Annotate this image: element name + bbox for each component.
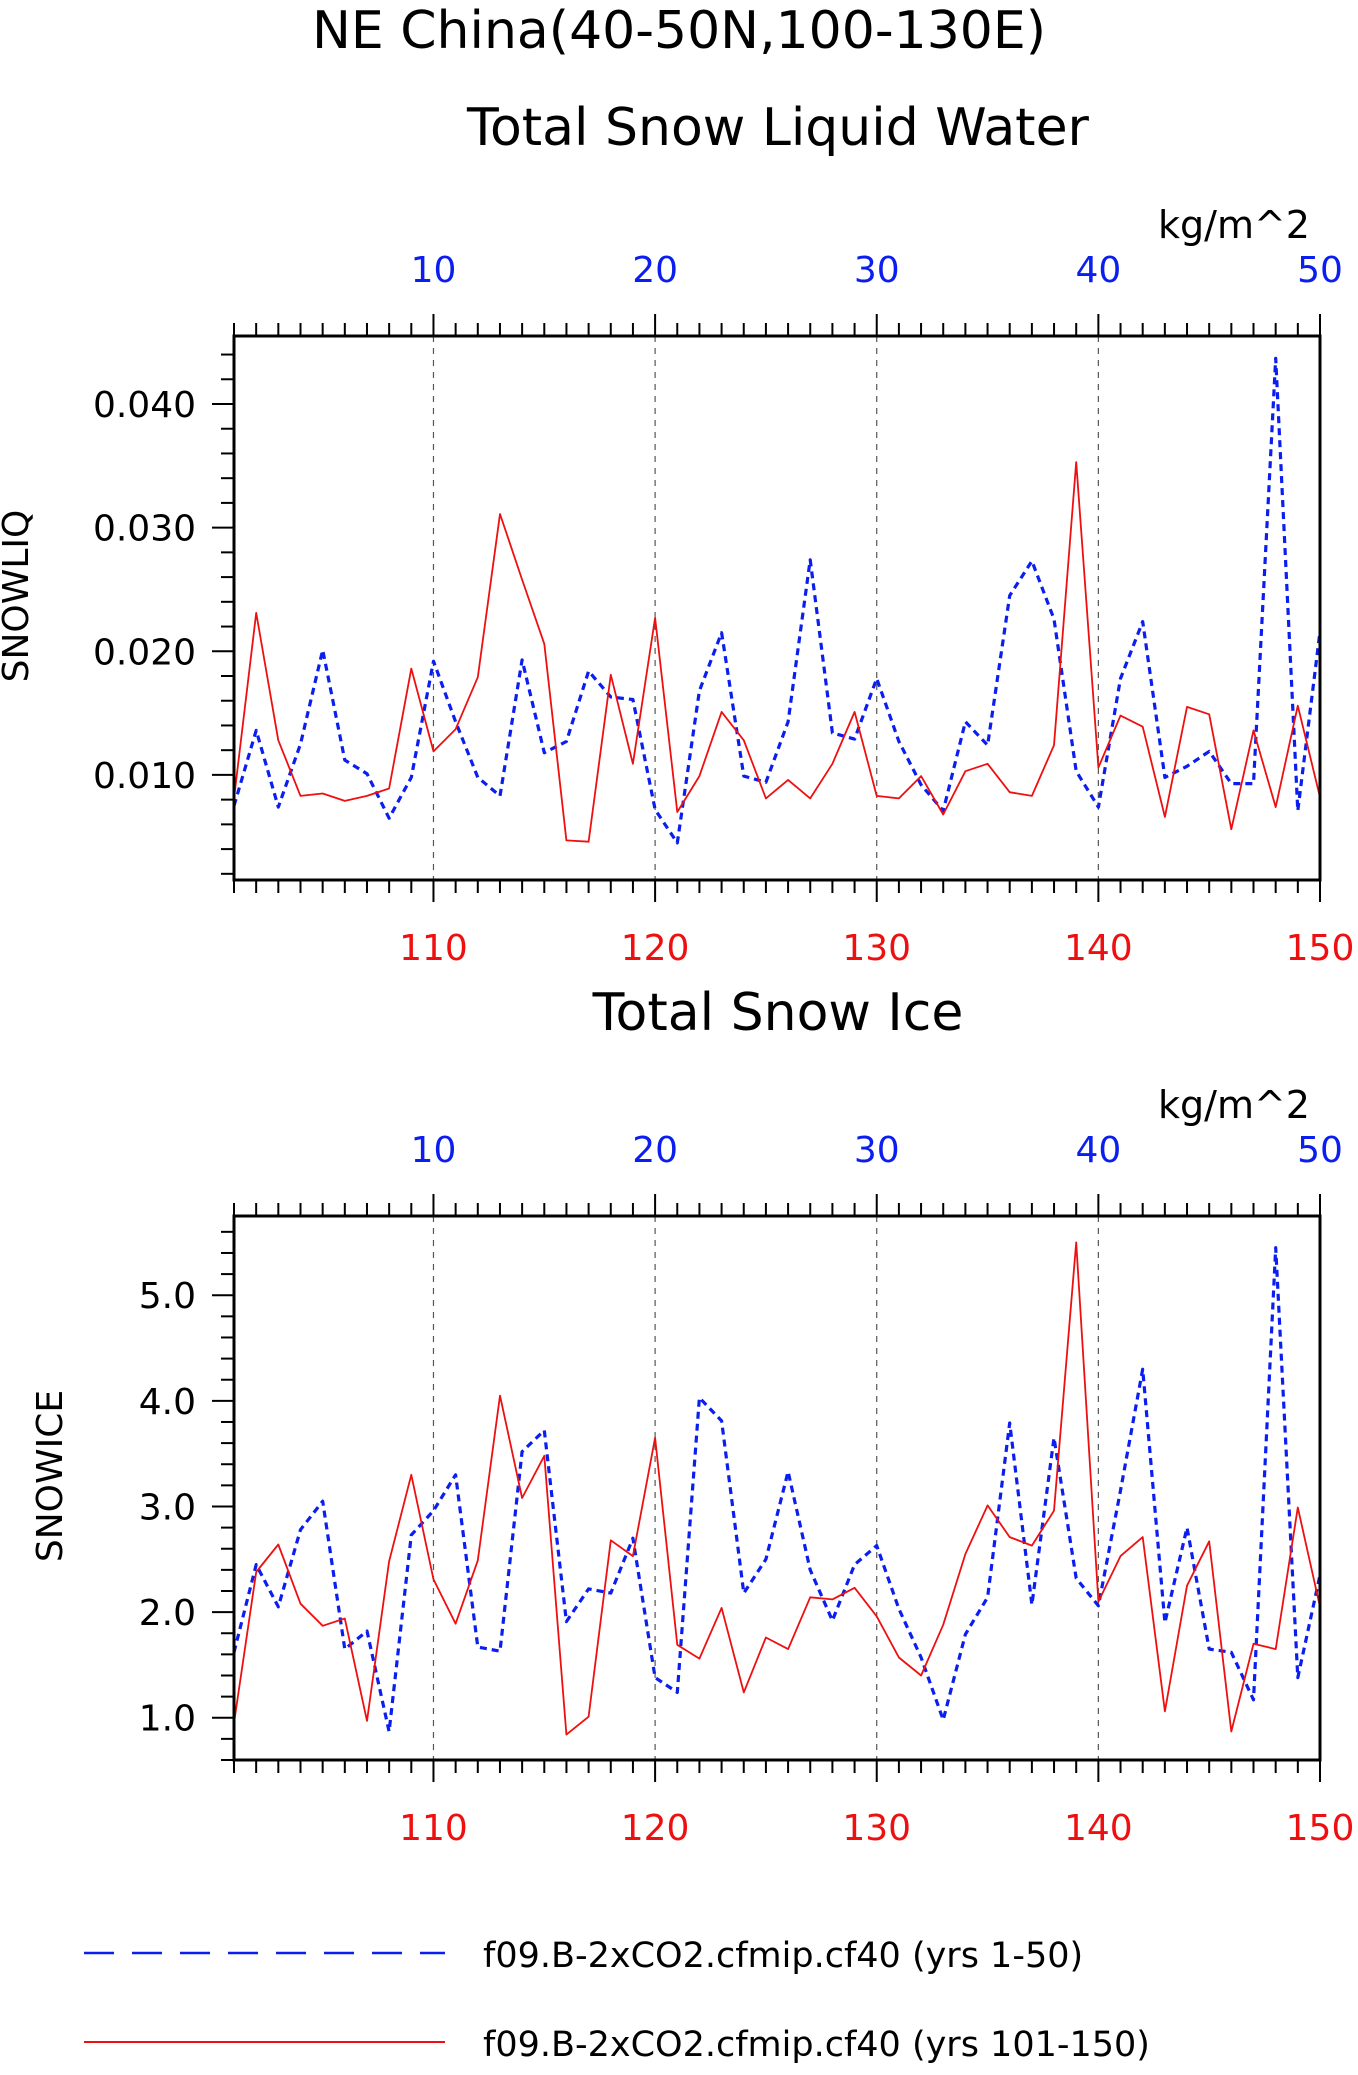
panel-2-y-tick-label: 5.0 [139,1276,196,1317]
panel-1-y-tick-label: 0.030 [93,509,196,550]
panel-2-bottom-tick-label-120: 120 [621,1808,690,1849]
panel-1-y-axis-label: SNOWLIQ [0,510,37,683]
panel-2-y-axis-label: SNOWICE [30,1390,71,1562]
panel-2-bottom-tick-label-150: 150 [1286,1808,1355,1849]
panel-1-top-tick-label-40: 40 [1075,250,1121,291]
panel-1-bottom-tick-label-130: 130 [842,928,911,969]
panel-1-bottom-tick-label-110: 110 [399,928,468,969]
panel-1-bottom-tick-label-120: 120 [621,928,690,969]
legend-label-yrs-101-150: f09.B-2xCO2.cfmip.cf40 (yrs 101-150) [483,2025,1150,2065]
panel-1-plot-frame [232,334,1322,882]
panel-2-top-tick-label-30: 30 [854,1130,900,1171]
panel-2-top-tick-label-10: 10 [411,1130,457,1171]
panel-2-top-tick-label-50: 50 [1297,1130,1343,1171]
panel-1-title: Total Snow Liquid Water [466,98,1090,158]
panel-2-series-yrs-101-150-line [233,1241,1321,1736]
panel-1-top-tick-label-50: 50 [1297,250,1343,291]
panel-2-bottom-tick-label-140: 140 [1064,1808,1133,1849]
panel-2-snowice-chart: 10 20 30 40 50 110 120 130 140 150 1.0 2.0 3.0 4.0 5.0… [30,1130,1354,1849]
panel-1-units-label: kg/m^2 [1158,203,1310,247]
panel-1-top-tick-label-10: 10 [411,250,457,291]
panel-2-top-tick-label-40: 40 [1075,1130,1121,1171]
legend-label-yrs-1-50: f09.B-2xCO2.cfmip.cf40 (yrs 1-50) [483,1936,1083,1976]
panel-2-series-yrs-1-50-line [232,1246,1322,1734]
panel-2-bottom-tick-label-110: 110 [399,1808,468,1849]
panel-2-y-tick-label: 3.0 [139,1487,196,1528]
panel-2-plot-frame [232,1214,1322,1762]
panel-1-y-tick-label: 0.010 [93,756,196,797]
panel-2-y-tick-label: 4.0 [139,1382,196,1423]
panel-1-series-yrs-1-50-line [232,356,1322,845]
panel-1-series-yrs-101-150-line [233,461,1321,843]
panel-1-y-tick-label: 0.020 [93,632,196,673]
panel-2-title: Total Snow Ice [592,983,964,1043]
panel-2-y-tick-label: 2.0 [139,1593,196,1634]
panel-2-y-tick-label: 1.0 [139,1699,196,1740]
panel-1-top-tick-label-20: 20 [632,250,678,291]
panel-1-top-tick-label-30: 30 [854,250,900,291]
legend: f09.B-2xCO2.cfmip.cf40 (yrs 1-50) f09.B-… [84,1936,1150,2065]
main-title: NE China(40-50N,100-130E) [312,1,1046,61]
panel-1-snowliq-chart: 10 20 30 40 50 110 120 130 140 150 0.010 0.020 0.030… [0,250,1354,969]
panel-1-y-tick-label: 0.040 [93,385,196,426]
panel-2-bottom-tick-label-130: 130 [842,1808,911,1849]
panel-2-top-tick-label-20: 20 [632,1130,678,1171]
panel-2-units-label: kg/m^2 [1158,1083,1310,1127]
panel-1-bottom-tick-label-140: 140 [1064,928,1133,969]
panel-1-bottom-tick-label-150: 150 [1286,928,1355,969]
